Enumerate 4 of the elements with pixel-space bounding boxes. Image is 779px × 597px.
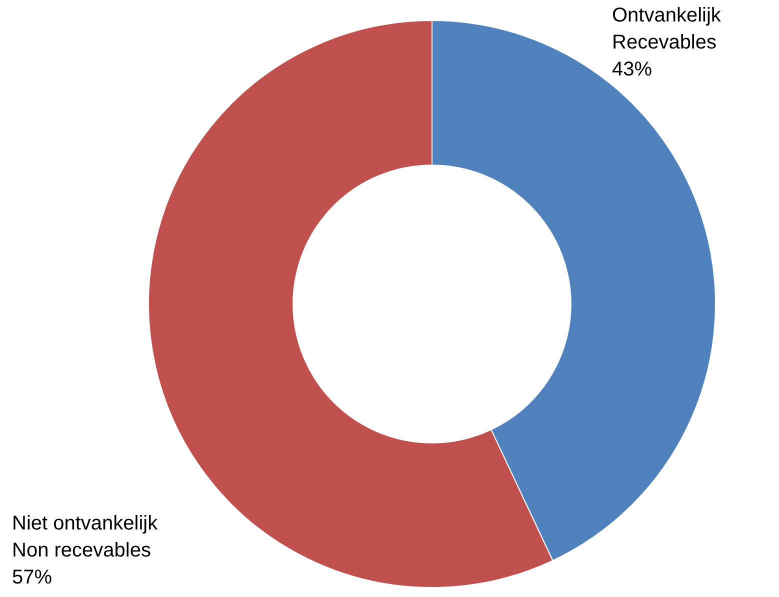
data-label: 43% xyxy=(612,58,652,81)
slice-label: Niet ontvankelijk Non recevables xyxy=(12,512,159,562)
slice-label: Ontvankelijk Recevables xyxy=(612,4,722,54)
data-label: 57% xyxy=(12,566,52,589)
